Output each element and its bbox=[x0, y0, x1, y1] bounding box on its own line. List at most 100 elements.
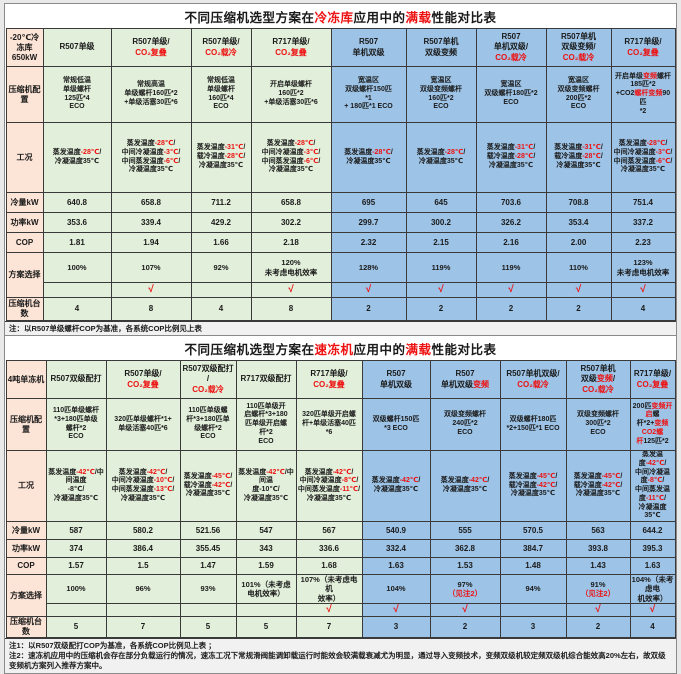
cold-storage-table-notes: 注：以R507单级螺杆COP为基准，各系统COP比例见上表 bbox=[5, 321, 676, 336]
cell-compressor-config: 110匹单级开 启螺杆*3+180 匹单级开启螺 杆*2 ECO bbox=[235, 398, 297, 451]
cell-cooling-capacity: 658.8 bbox=[110, 192, 192, 213]
cell-scheme-check: √ bbox=[250, 282, 332, 298]
column-header: R507 单机双级 bbox=[361, 360, 431, 399]
cell-scheme-check: √ bbox=[545, 282, 612, 298]
column-header: R507单机双级/ CO₂载冷 bbox=[499, 360, 567, 399]
row-label-cop: COP bbox=[5, 557, 47, 575]
note-line: 注1：以R507双级配打COP为基准，各系统COP比例见上表 ； bbox=[9, 641, 216, 651]
cell-compressor-config: 320匹单级螺杆*1+ 单级活塞40匹*6 bbox=[105, 398, 181, 451]
cell-scheme-percent: 104% bbox=[361, 573, 431, 605]
cell-scheme-check: √ bbox=[361, 603, 431, 618]
row-label-scheme: 方案选择 bbox=[5, 252, 44, 298]
row-label-config: 压缩机配置 bbox=[5, 66, 44, 123]
cell-scheme-check bbox=[179, 603, 237, 618]
cell-scheme-percent: 123% 未考虑电机效率 bbox=[610, 252, 676, 283]
cold-storage-comparison-table: -20℃冷冻库650kW R507单级 R507单级/ CO₂复叠 R507单级/ C… bbox=[5, 28, 676, 321]
cell-cop: 2.00 bbox=[545, 232, 612, 253]
cell-unit-count: 3 bbox=[499, 616, 567, 639]
cell-scheme-percent: 107% bbox=[110, 252, 192, 283]
cell-power: 339.4 bbox=[110, 212, 192, 233]
cell-cop: 1.68 bbox=[295, 557, 363, 575]
cell-working-condition: 蒸发温度-31℃/ 载冷温度-28℃/ 冷凝温度35℃ bbox=[475, 122, 547, 193]
cell-scheme-check: √ bbox=[475, 282, 547, 298]
column-header: R507单级/ CO₂载冷 bbox=[190, 28, 252, 67]
cell-unit-count: 4 bbox=[190, 297, 252, 321]
cell-cooling-capacity: 567 bbox=[295, 521, 363, 540]
cell-cooling-capacity: 695 bbox=[330, 192, 407, 213]
cell-compressor-config: 双级变频螺杆 300匹*2 ECO bbox=[565, 398, 631, 451]
cell-cop: 1.47 bbox=[179, 557, 237, 575]
cell-power: 343 bbox=[235, 539, 297, 558]
cell-working-condition: 蒸发温度-28℃/ 冷凝温度35℃ bbox=[405, 122, 477, 193]
cell-working-condition: 蒸发温度-45℃/ 载冷温度-42℃/ 冷凝温度35℃ bbox=[499, 450, 567, 522]
cell-unit-count: 7 bbox=[295, 616, 363, 639]
cell-cooling-capacity: 587 bbox=[45, 521, 107, 540]
cell-power: 429.2 bbox=[190, 212, 252, 233]
cell-cop: 1.53 bbox=[429, 557, 501, 575]
cell-compressor-config: 双级螺杆180匹 *2+150匹*1 ECO bbox=[499, 398, 567, 451]
cell-unit-count: 2 bbox=[405, 297, 477, 321]
cell-scheme-percent: 110% bbox=[545, 252, 612, 283]
cell-cop: 2.16 bbox=[475, 232, 547, 253]
cell-cooling-capacity: 645 bbox=[405, 192, 477, 213]
cell-scheme-check: √ bbox=[629, 603, 676, 618]
cell-scheme-check: √ bbox=[330, 282, 407, 298]
cell-power: 353.4 bbox=[545, 212, 612, 233]
column-header: R717双级配打 bbox=[235, 360, 297, 399]
cell-unit-count: 4 bbox=[610, 297, 676, 321]
cell-power: 300.2 bbox=[405, 212, 477, 233]
cell-cooling-capacity: 703.6 bbox=[475, 192, 547, 213]
note-line: 注2：速冻机应用中的压缩机会存在部分负载运行的情况，速冻工况下常规滑阀能调卸载运… bbox=[9, 651, 666, 670]
row-label-config: 压缩机配置 bbox=[5, 398, 47, 451]
cell-scheme-check: √ bbox=[295, 603, 363, 618]
column-header: R717单级/ CO₂复叠 bbox=[250, 28, 332, 67]
cell-cop: 2.15 bbox=[405, 232, 477, 253]
cell-scheme-percent: 101%（未考虑 电机效率） bbox=[235, 573, 297, 605]
cell-scheme-percent: 120% 未考虑电机效率 bbox=[250, 252, 332, 283]
cell-power: 362.8 bbox=[429, 539, 501, 558]
cell-cooling-capacity: 570.5 bbox=[499, 521, 567, 540]
cell-unit-count: 2 bbox=[565, 616, 631, 639]
cell-cooling-capacity: 555 bbox=[429, 521, 501, 540]
note-line: 注：以R507单级螺杆COP为基准，各系统COP比例见上表 bbox=[9, 324, 202, 333]
cell-compressor-config: 宽温区 双级螺杆150匹 *1 + 180匹*1 ECO bbox=[330, 66, 407, 123]
cell-working-condition: 蒸发温度-42℃/中间温度 -8℃/ 冷凝温度35℃ bbox=[45, 450, 107, 522]
cell-scheme-check bbox=[499, 603, 567, 618]
cell-scheme-percent: 119% bbox=[475, 252, 547, 283]
cell-compressor-config: 110匹单级螺 杆*3+180匹单 级螺杆*2 ECO bbox=[179, 398, 237, 451]
cell-working-condition: 蒸发温度-31℃/ 载冷温度-28℃/ 冷凝温度35℃ bbox=[190, 122, 252, 193]
cell-working-condition: 蒸发温度-28℃/ 冷凝温度35℃ bbox=[330, 122, 407, 193]
column-header: R507单级/ CO₂复叠 bbox=[105, 360, 181, 399]
cell-unit-count: 5 bbox=[235, 616, 297, 639]
cell-scheme-check bbox=[42, 282, 112, 298]
cell-unit-count: 4 bbox=[629, 616, 676, 639]
row-label-power: 功率kW bbox=[5, 212, 44, 233]
cell-scheme-percent: 128% bbox=[330, 252, 407, 283]
cell-unit-count: 2 bbox=[545, 297, 612, 321]
column-header: R507单机 双级变频/ CO₂载冷 bbox=[565, 360, 631, 399]
cell-working-condition: 蒸发温度-42℃/ 中间冷凝温度-8℃/ 中间蒸发温度-11℃/ 冷凝温度35℃ bbox=[629, 450, 676, 522]
cell-compressor-config: 开启单级变频螺杆 185匹*2 +CO2螺杆变频90匹 *2 bbox=[610, 66, 676, 123]
cell-compressor-config: 宽温区 双级变频螺杆 160匹*2 ECO bbox=[405, 66, 477, 123]
cell-power: 374 bbox=[45, 539, 107, 558]
cell-working-condition: 蒸发温度-42℃/ 中间冷凝温度-8℃/ 中间蒸发温度-11℃/ 冷凝温度35℃ bbox=[295, 450, 363, 522]
cell-power: 355.45 bbox=[179, 539, 237, 558]
cell-working-condition: 蒸发温度-28℃/ 中间冷凝温度-3℃/ 中间蒸发温度-6℃/ 冷凝温度35℃ bbox=[250, 122, 332, 193]
row-label-power: 功率kW bbox=[5, 539, 47, 558]
cell-compressor-config: 开启单级螺杆 160匹*2 +单级活塞30匹*6 bbox=[250, 66, 332, 123]
column-header: R507单级/ CO₂复叠 bbox=[110, 28, 192, 67]
cell-cooling-capacity: 521.56 bbox=[179, 521, 237, 540]
cell-compressor-config: 常规低温 单级螺杆 125匹*4 ECO bbox=[42, 66, 112, 123]
cell-working-condition: 蒸发温度-28℃/ 冷凝温度35℃ bbox=[42, 122, 112, 193]
column-header: R507单机 双级变频 bbox=[405, 28, 477, 67]
cell-working-condition: 蒸发温度-42℃/ 中间冷凝温度-10℃/ 中间蒸发温度-13℃/ 冷凝温度35… bbox=[105, 450, 181, 522]
cell-cooling-capacity: 547 bbox=[235, 521, 297, 540]
cell-cooling-capacity: 580.2 bbox=[105, 521, 181, 540]
cell-scheme-check bbox=[45, 603, 107, 618]
cell-cop: 1.57 bbox=[45, 557, 107, 575]
cell-cooling-capacity: 644.2 bbox=[629, 521, 676, 540]
cell-scheme-percent: 104%（未考虑电 机效率） bbox=[629, 573, 676, 605]
cell-power: 353.6 bbox=[42, 212, 112, 233]
quick-freezer-comparison-block: 不同压缩机选型方案在速冻机应用中的满载性能对比表 4吨单冻机 R507双级配打 R5… bbox=[4, 335, 677, 674]
row-label-cooling: 冷量kW bbox=[5, 192, 44, 213]
